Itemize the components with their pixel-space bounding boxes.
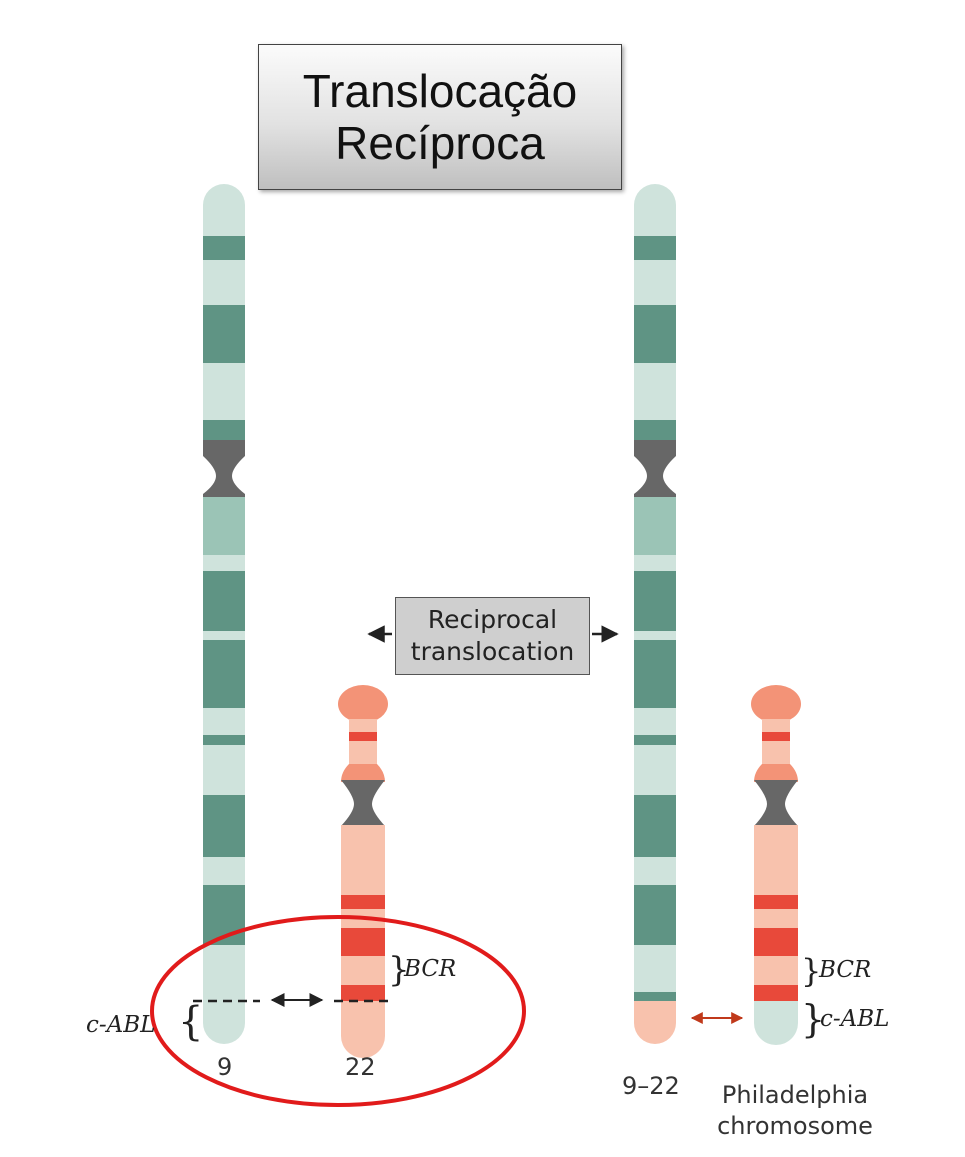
title-line-2: Recíproca xyxy=(335,117,545,169)
right-abl-brace: } xyxy=(801,997,826,1041)
philadelphia-band xyxy=(762,732,790,741)
philadelphia-band xyxy=(754,928,798,956)
chromosome-22-p-arm xyxy=(341,764,385,782)
title-box: Translocação Recíproca xyxy=(258,44,622,190)
left-abl-label: c-ABL xyxy=(86,1012,156,1038)
chromosome-9-band xyxy=(203,305,245,363)
chromosome-22-band xyxy=(341,895,385,909)
philadelphia-chromosome xyxy=(751,685,801,1045)
reciprocal-translocation-label: Reciprocal translocation xyxy=(395,597,590,675)
philadelphia-band xyxy=(754,985,798,1001)
chromosome-9-22-band xyxy=(634,305,676,363)
chromosome-22-band xyxy=(349,732,377,741)
philadelphia-p-arm xyxy=(754,764,798,782)
chromosome-9-band xyxy=(203,420,245,442)
philadelphia-satellite xyxy=(751,685,801,723)
chromosome-9-band xyxy=(203,640,245,708)
chromosome-9-22-band xyxy=(634,571,676,631)
philadelphia-band xyxy=(754,895,798,909)
chromosome-9-22-band xyxy=(634,735,676,745)
chromosome-9-22-band xyxy=(634,497,676,555)
chromosome-9-band xyxy=(203,497,245,555)
chromosome-22-band xyxy=(341,985,385,1001)
philadelphia-label-line-1: Philadelphia xyxy=(721,1081,869,1109)
left-bcr-label: BCR xyxy=(404,956,457,982)
chromosome-9-22-band xyxy=(634,795,676,857)
chromosome-9-band xyxy=(203,735,245,745)
chromosome-22-number: 22 xyxy=(345,1053,376,1081)
chromosome-9-22-number: 9–22 xyxy=(622,1072,680,1100)
chromosome-22-satellite xyxy=(338,685,388,723)
chromosome-9 xyxy=(203,184,245,1044)
philadelphia-label: Philadelphia chromosome xyxy=(700,1080,890,1142)
chromosome-9-band xyxy=(203,795,245,857)
chromosome-9-22-band xyxy=(634,236,676,260)
chromosome-9-22-band xyxy=(634,885,676,945)
chromosome-9-22-translocated-tip xyxy=(634,1001,676,1044)
left-bcr-brace: } xyxy=(388,950,410,990)
philadelphia-translocated-tip xyxy=(754,1001,798,1045)
philadelphia-stalk xyxy=(762,719,790,767)
chromosome-9-band xyxy=(203,236,245,260)
chromosome-9-22-band xyxy=(634,420,676,442)
chromosome-9-22-band xyxy=(634,992,676,1001)
chromosome-22-stalk xyxy=(349,719,377,767)
title-line-1: Translocação xyxy=(302,65,578,117)
right-bcr-brace: } xyxy=(801,952,822,990)
chromosome-9-centromere xyxy=(203,440,245,498)
chromosome-9-22-centromere xyxy=(634,440,676,498)
left-abl-brace: { xyxy=(178,999,204,1045)
chromosome-9-22-band xyxy=(634,640,676,708)
chromosome-9-band xyxy=(203,571,245,631)
chromosome-9-22 xyxy=(634,184,676,1044)
philadelphia-label-line-2: chromosome xyxy=(717,1112,873,1140)
chromosome-22-centromere xyxy=(341,780,385,826)
reciprocal-label-line-1: Reciprocal xyxy=(427,605,558,634)
reciprocal-label-line-2: translocation xyxy=(410,637,575,666)
highlight-circle xyxy=(150,915,526,1107)
chromosome-22-band xyxy=(341,928,385,956)
right-bcr-label: BCR xyxy=(819,957,872,983)
philadelphia-centromere xyxy=(754,780,798,826)
chromosome-9-number: 9 xyxy=(217,1053,233,1081)
right-abl-label: c-ABL xyxy=(820,1006,890,1032)
philadelphia-q-arm xyxy=(754,825,798,1001)
